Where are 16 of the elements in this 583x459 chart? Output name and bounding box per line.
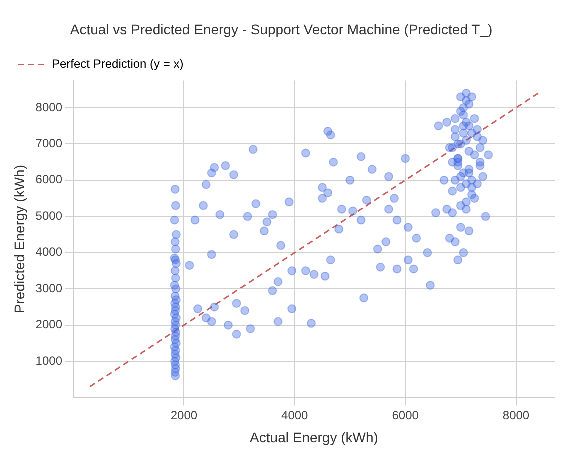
y-tick-label: 3000 (36, 281, 63, 296)
y-tick-label: 5000 (36, 208, 63, 223)
y-tick-label: 2000 (36, 318, 63, 332)
legend-label: Perfect Prediction (y = x) (52, 57, 184, 72)
y-tick-label: 8000 (36, 100, 63, 114)
x-tick-label: 4000 (282, 408, 309, 422)
y-tick-label: 6000 (36, 172, 63, 187)
y-tick-label: 4000 (36, 245, 63, 260)
x-tick-label: 6000 (392, 408, 420, 422)
y-tick-label: 7000 (36, 136, 63, 151)
chart-title: Actual vs Predicted Energy - Support Vector Machine (Predicted T_) (70, 21, 493, 38)
x-tick-label: 8000 (502, 408, 530, 422)
x-tick-label: 2000 (170, 408, 198, 422)
y-axis-title: Predicted Energy (kWh) (11, 164, 28, 314)
y-tick-label: 1000 (36, 354, 63, 368)
x-axis-title: Actual Energy (kWh) (250, 429, 378, 446)
